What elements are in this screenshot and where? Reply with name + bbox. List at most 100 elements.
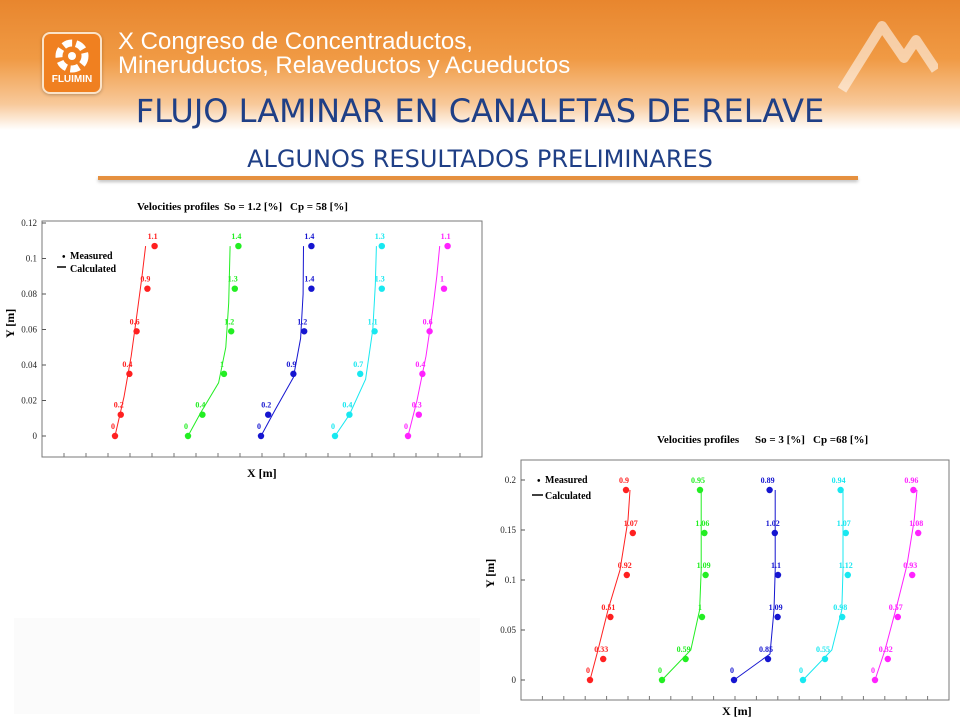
point-value-label: 0.2: [114, 401, 124, 410]
blank-panel: [14, 618, 480, 714]
velocity-series-3: 0 0.85 1.09 1.1 1.02 0.89: [730, 476, 783, 684]
legend-measured: Measured: [545, 475, 588, 486]
congress-line-2: Mineruductos, Relaveductos y Acueductos: [118, 52, 571, 79]
measured-point: [357, 370, 364, 378]
chart-2-svg: Velocities profiles So = 3 [%] Cp =68 [%…: [483, 434, 950, 718]
point-value-label: 0: [331, 422, 335, 431]
point-value-label: 0: [184, 422, 188, 431]
point-value-label: 0.95: [691, 476, 705, 485]
measured-point: [404, 432, 412, 440]
point-value-label: 1.09: [769, 603, 783, 612]
point-value-label: 0.98: [833, 603, 847, 612]
measured-point: [133, 328, 140, 335]
fluimin-logo: FLUIMIN: [42, 32, 102, 94]
calculated-profile-line: [334, 246, 377, 437]
measured-point: [766, 486, 773, 494]
point-value-label: 0.4: [342, 401, 352, 410]
measured-point: [308, 242, 315, 250]
point-value-label: 1.1: [148, 232, 158, 241]
point-value-label: 1.09: [697, 561, 711, 570]
congress-line-1: X Congreso de Concentraductos,: [118, 28, 473, 55]
measured-point: [257, 432, 265, 440]
velocity-series-2: 0 0.59 1 1.09 1.06 0.95: [658, 476, 711, 684]
point-value-label: 0.55: [816, 645, 830, 654]
legend-calculated: Calculated: [545, 491, 592, 502]
measured-point: [871, 676, 879, 684]
velocity-series-1: 0 0.33 0.51 0.92 1.07 0.9: [586, 476, 638, 684]
measured-point: [151, 242, 158, 250]
point-value-label: 0.51: [601, 603, 615, 612]
y-axis-label: Y [m]: [485, 559, 497, 588]
measured-point: [308, 285, 315, 292]
measured-point: [894, 613, 901, 621]
y-axis-label: Y [m]: [3, 309, 17, 338]
chart-param-concentration: Cp =68 [%]: [813, 434, 868, 446]
measured-point: [842, 529, 849, 537]
measured-point: [837, 486, 844, 494]
point-value-label: 1.08: [909, 519, 923, 528]
velocity-series-5: 0 0.3 0.4 0.6 1 1.1: [404, 232, 451, 440]
measured-point: [371, 328, 378, 335]
point-value-label: 0.96: [904, 476, 918, 485]
measured-point: [228, 328, 235, 335]
point-value-label: 1.3: [228, 275, 238, 284]
measured-point: [235, 242, 242, 250]
point-value-label: 0: [871, 666, 875, 675]
point-value-label: 0.4: [122, 360, 132, 369]
point-value-label: 1.4: [304, 275, 314, 284]
y-tick-label: 0.04: [21, 360, 37, 370]
calculated-profile-line: [589, 489, 631, 681]
velocity-series-4: 0 0.55 0.98 1.12 1.07 0.94: [799, 476, 853, 684]
point-value-label: 0: [799, 666, 803, 675]
y-tick-label: 0: [512, 675, 517, 685]
velocity-profile-chart-1: Velocities profiles So = 1.2 [%] Cp = 58…: [2, 193, 490, 483]
velocity-series-5: 0 0.32 0.57 0.93 1.08 0.96: [871, 476, 923, 684]
congress-name: X Congreso de Concentraductos, Mineruduc…: [118, 30, 570, 78]
chart-param-concentration: Cp = 58 [%]: [290, 201, 348, 213]
x-axis-label: X [m]: [247, 466, 277, 480]
point-value-label: 0.59: [677, 645, 691, 654]
calculated-profile-line: [114, 246, 147, 437]
y-tick-label: 0.1: [26, 254, 37, 264]
measured-point: [220, 370, 228, 378]
measured-point: [378, 285, 385, 292]
legend-measured: Measured: [70, 251, 113, 262]
point-value-label: 1.07: [837, 519, 851, 528]
measured-point: [426, 328, 433, 335]
slide-title: FLUJO LAMINAR EN CANALETAS DE RELAVE: [135, 92, 825, 130]
measured-point: [126, 370, 133, 378]
measured-point: [821, 655, 829, 663]
measured-point: [600, 655, 607, 663]
chart-param-slope: So = 3 [%]: [755, 434, 805, 446]
measured-point: [774, 613, 781, 621]
y-tick-label: 0.15: [500, 525, 516, 535]
calculated-profile-line: [260, 246, 304, 437]
measured-point: [909, 571, 916, 579]
point-value-label: 0.57: [889, 603, 903, 612]
point-value-label: 0: [586, 666, 590, 675]
chart-title: Velocities profiles: [657, 434, 740, 446]
velocity-series-4: 0 0.4 0.7 1.1 1.3 1.3: [331, 232, 385, 440]
measured-point: [444, 242, 451, 250]
measured-point: [331, 432, 339, 440]
measured-point: [231, 285, 238, 292]
point-value-label: 0.89: [761, 476, 775, 485]
point-value-label: 0: [111, 422, 115, 431]
point-value-label: 1: [440, 275, 444, 284]
point-value-label: 1.3: [375, 232, 385, 241]
measured-point: [623, 571, 630, 579]
mountain-watermark-icon: [838, 21, 938, 93]
point-value-label: 0.92: [618, 561, 632, 570]
velocity-series-2: 0 0.4 1 1.2 1.3 1.4: [184, 232, 242, 440]
point-value-label: 1.12: [839, 561, 853, 570]
chart-param-slope: So = 1.2 [%]: [224, 201, 282, 213]
calculated-profile-line: [661, 490, 702, 681]
measured-point: [839, 613, 846, 621]
measured-point: [346, 411, 353, 418]
point-value-label: 0: [730, 666, 734, 675]
measured-point: [915, 529, 922, 537]
measured-point: [799, 676, 807, 684]
measured-point: [144, 285, 151, 292]
point-value-label: 0.2: [261, 401, 271, 410]
point-value-label: 0.3: [412, 401, 422, 410]
